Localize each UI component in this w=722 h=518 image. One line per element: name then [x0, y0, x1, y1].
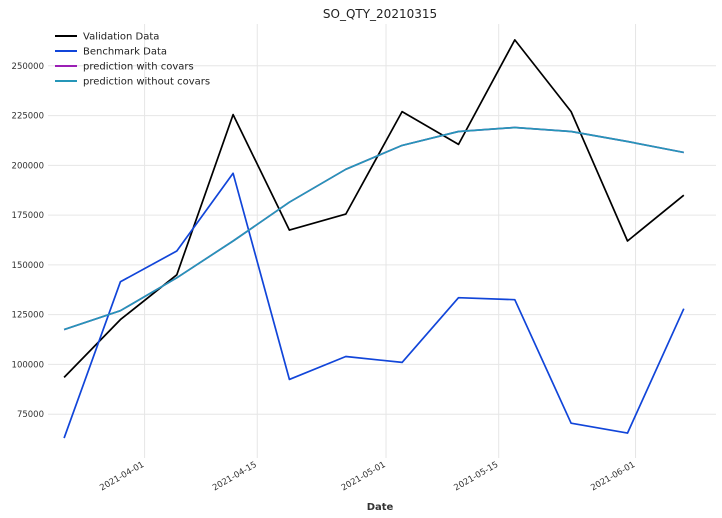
- x-tick-label: 2021-05-15: [452, 460, 500, 493]
- series-line-1: [63, 172, 685, 439]
- grid: [48, 24, 716, 458]
- y-tick-label: 200000: [12, 161, 44, 171]
- y-tick-label: 225000: [12, 112, 44, 122]
- series-lines: [63, 39, 685, 439]
- chart-title: SO_QTY_20210315: [323, 7, 437, 21]
- y-tick-label: 175000: [12, 211, 44, 221]
- legend: Validation Data Benchmark Data prediction …: [55, 32, 210, 88]
- x-tick-label: 2021-05-01: [340, 460, 388, 493]
- x-tick-label: 2021-04-01: [98, 460, 146, 493]
- y-tick-label: 250000: [12, 62, 44, 72]
- y-tick-label: 100000: [12, 360, 44, 370]
- legend-label: Validation Data: [83, 32, 159, 43]
- y-tick-label: 150000: [12, 261, 44, 271]
- legend-label: prediction without covars: [83, 77, 210, 88]
- y-tick-label: 125000: [12, 311, 44, 321]
- legend-label: prediction with covars: [83, 62, 194, 73]
- legend-label: Benchmark Data: [83, 47, 167, 58]
- series-line-0: [63, 39, 685, 378]
- y-axis: 75000 100000 125000 150000 175000 200000 22500…: [12, 62, 44, 420]
- x-axis: 2021-04-01 2021-04-15 2021-05-01 2021-05-15…: [98, 460, 637, 493]
- x-tick-label: 2021-06-01: [589, 460, 637, 493]
- series-line-3: [63, 126, 684, 331]
- x-tick-label: 2021-04-15: [211, 460, 259, 493]
- x-axis-label: Date: [367, 502, 394, 513]
- y-tick-label: 75000: [17, 410, 44, 420]
